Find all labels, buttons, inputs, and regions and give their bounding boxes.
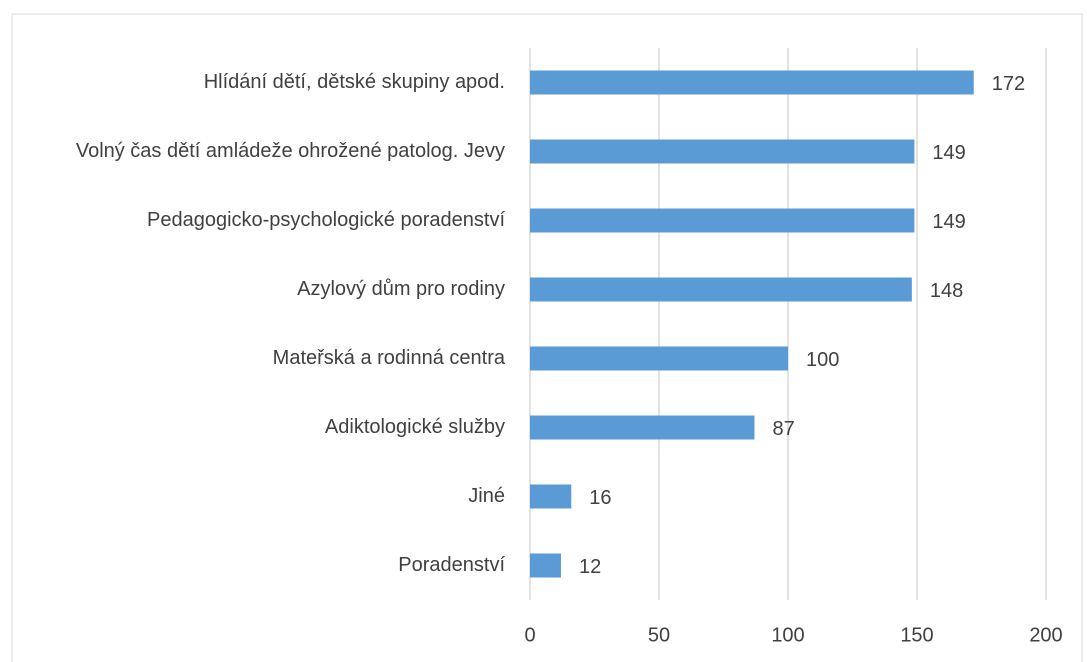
bar (530, 139, 915, 164)
x-tick-label: 50 (648, 624, 670, 646)
y-tick-label: Adiktologické služby (325, 416, 505, 438)
y-tick-label: Mateřská a rodinná centra (273, 347, 506, 369)
bar (530, 277, 912, 302)
data-label: 172 (992, 73, 1025, 95)
y-tick-label: Pedagogicko-psychologické poradenství (147, 209, 505, 231)
y-tick-label: Volný čas dětí amládeže ohrožené patolog… (76, 140, 505, 162)
bar (530, 346, 788, 371)
y-tick-label: Jiné (468, 485, 505, 507)
data-label: 12 (579, 556, 601, 578)
bar (530, 484, 572, 509)
y-tick-label: Azylový dům pro rodiny (297, 278, 505, 300)
data-label: 149 (932, 142, 965, 164)
data-label: 100 (806, 349, 839, 371)
bar (530, 553, 561, 578)
x-tick-label: 0 (524, 624, 535, 646)
data-label: 87 (772, 418, 794, 440)
bar (530, 208, 915, 233)
bar (530, 70, 974, 95)
chart-frame (11, 13, 1083, 662)
data-label: 148 (930, 280, 963, 302)
data-label: 16 (589, 487, 611, 509)
y-tick-label: Hlídání dětí, dětské skupiny apod. (204, 71, 505, 93)
x-tick-label: 200 (1029, 624, 1062, 646)
x-tick-label: 100 (771, 624, 804, 646)
bar (530, 415, 755, 440)
y-tick-label: Poradenství (398, 554, 505, 576)
x-tick-label: 150 (900, 624, 933, 646)
data-label: 149 (932, 211, 965, 233)
